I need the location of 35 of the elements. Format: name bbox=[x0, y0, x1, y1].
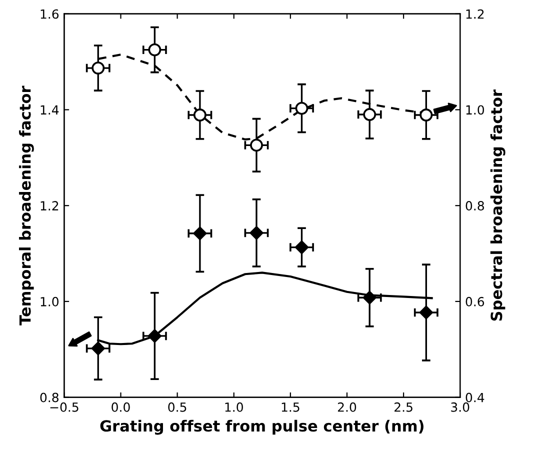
point bbox=[91, 342, 105, 356]
y2-tick-label: 0.4 bbox=[466, 392, 484, 402]
point bbox=[250, 226, 264, 240]
x-tick-label: 2.0 bbox=[338, 402, 356, 412]
x-axis-title: Grating offset from pulse center (nm) bbox=[100, 420, 424, 435]
x-tick-label: 0.5 bbox=[168, 402, 186, 412]
point bbox=[295, 102, 308, 115]
y2-tick-label: 1.2 bbox=[466, 9, 484, 19]
y-tick-label: 1.2 bbox=[40, 201, 58, 210]
x-tick-label: 1.0 bbox=[225, 402, 243, 412]
y-axis-title: Temporal broadening factor bbox=[19, 86, 34, 326]
y2-tick-label: 0.6 bbox=[466, 296, 484, 306]
x-tick-label: 2.5 bbox=[394, 402, 412, 412]
point bbox=[419, 306, 433, 320]
x-tick-label: 3.0 bbox=[451, 402, 470, 412]
point bbox=[250, 138, 263, 152]
x-tick-label: −0.5 bbox=[50, 402, 78, 412]
point bbox=[193, 108, 206, 122]
point bbox=[148, 43, 162, 56]
point bbox=[362, 290, 376, 304]
y-tick-label: 1.0 bbox=[40, 296, 59, 306]
point bbox=[193, 226, 207, 240]
point bbox=[294, 240, 309, 254]
y-tick-label: 0.8 bbox=[40, 392, 58, 402]
x-tick-label: 1.5 bbox=[282, 402, 300, 412]
point bbox=[148, 329, 162, 343]
x-tick-label: 0.0 bbox=[112, 402, 130, 412]
y-tick-label: 1.6 bbox=[40, 9, 59, 19]
point bbox=[92, 62, 105, 74]
y2-tick-label: 0.8 bbox=[466, 201, 484, 211]
y-tick-label: 1.4 bbox=[40, 105, 59, 114]
y2-axis-title: Spectral broadening factor bbox=[490, 90, 506, 321]
y2-tick-label: 1.0 bbox=[466, 105, 484, 115]
point bbox=[420, 108, 433, 122]
point bbox=[363, 108, 376, 121]
